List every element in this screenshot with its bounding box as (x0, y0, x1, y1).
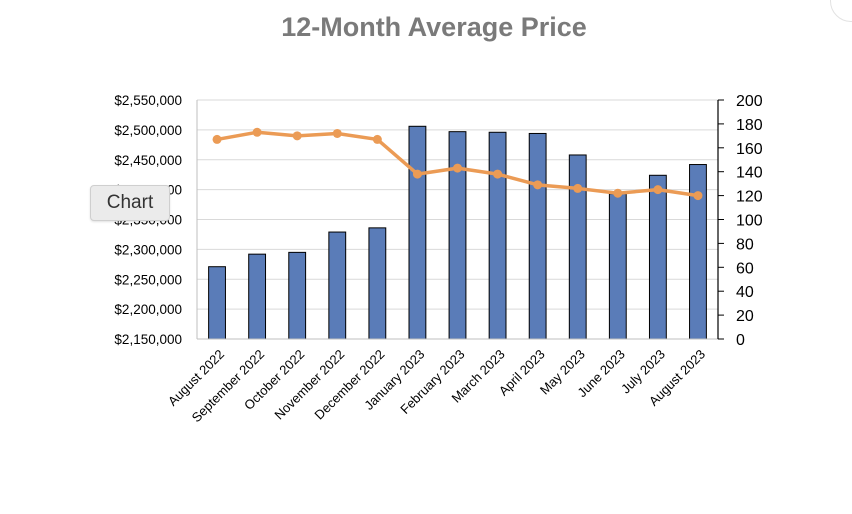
line-point (533, 180, 543, 190)
bar (248, 253, 267, 340)
bar (528, 132, 547, 340)
bar (648, 174, 667, 340)
bar (288, 251, 307, 340)
left-axis-tick-label: $2,500,000 (114, 123, 182, 138)
line-point (493, 169, 503, 179)
line-point (252, 127, 262, 137)
line-point (653, 185, 663, 195)
left-axis-tick-label: $2,250,000 (114, 272, 182, 287)
right-axis-tick-label: 120 (736, 189, 763, 206)
bar (328, 231, 347, 340)
left-axis-tick-label: $2,150,000 (114, 332, 182, 347)
bar (448, 131, 467, 340)
right-axis-tick-label: 200 (736, 93, 763, 110)
line-point (573, 183, 583, 193)
line-series (212, 127, 703, 201)
chart-tooltip: Chart (90, 185, 170, 221)
line-point (613, 188, 623, 198)
axes (196, 99, 724, 340)
line-point (693, 191, 703, 201)
line-point (292, 131, 302, 141)
bar (568, 154, 587, 340)
right-axis-tick-label: 20 (736, 308, 754, 325)
line-point (332, 128, 342, 138)
line-point (212, 134, 222, 144)
line-point (372, 134, 382, 144)
line-point (453, 163, 462, 173)
chart-title: 12-Month Average Price (281, 12, 587, 42)
left-axis-tick-label: $2,450,000 (114, 153, 182, 168)
bar-series (208, 125, 707, 340)
right-axis-tick-label: 60 (736, 260, 754, 277)
right-axis-tick-label: 180 (736, 117, 763, 134)
right-axis-ticks: 0 20 40 60 80 100 120 140 160 180 200 (736, 93, 763, 349)
right-axis-tick-label: 80 (736, 236, 754, 253)
x-axis-tick-label: December 2022 (311, 347, 387, 423)
right-axis-tick-label: 160 (736, 141, 763, 158)
left-axis-tick-label: $2,200,000 (114, 302, 182, 317)
x-axis-tick-label: September 2022 (189, 347, 268, 426)
bar (608, 193, 627, 340)
left-axis-tick-label: $2,300,000 (114, 242, 182, 257)
left-axis-tick-label: $2,550,000 (114, 93, 182, 108)
right-axis-tick-label: 100 (736, 213, 763, 230)
right-axis-tick-label: 0 (736, 332, 745, 349)
bar (208, 266, 226, 340)
bar (689, 164, 707, 340)
line-point (412, 169, 422, 179)
right-axis-tick-label: 40 (736, 284, 754, 301)
x-axis-tick-label: November 2022 (271, 347, 347, 423)
bar (488, 131, 507, 340)
right-axis-tick-label: 140 (736, 165, 763, 182)
bar (408, 125, 427, 340)
bar (368, 227, 387, 340)
